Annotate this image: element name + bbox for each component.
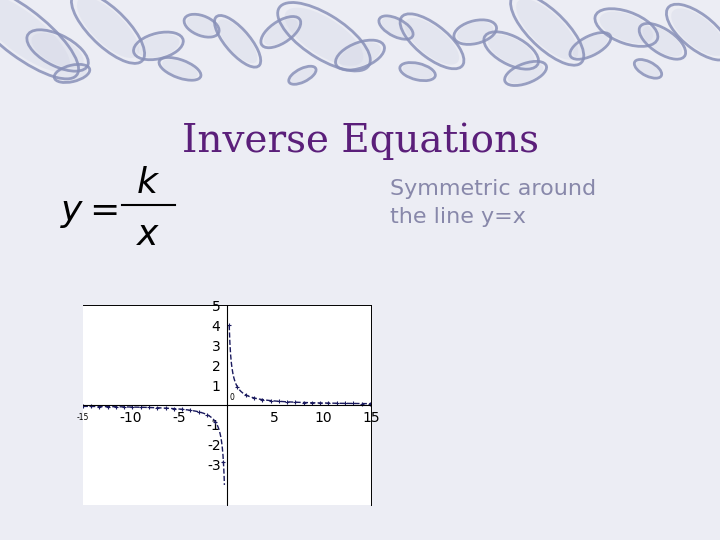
Ellipse shape: [77, 0, 139, 58]
Ellipse shape: [0, 0, 70, 72]
Ellipse shape: [516, 0, 578, 60]
Ellipse shape: [643, 26, 682, 57]
Ellipse shape: [339, 42, 381, 68]
Ellipse shape: [162, 59, 198, 78]
Ellipse shape: [573, 35, 608, 57]
Ellipse shape: [57, 66, 87, 81]
Text: $x$: $x$: [135, 218, 161, 252]
Ellipse shape: [218, 19, 257, 63]
Text: Inverse Equations: Inverse Equations: [181, 123, 539, 160]
Text: $y=$: $y=$: [60, 196, 118, 230]
Ellipse shape: [488, 35, 534, 66]
Ellipse shape: [382, 18, 410, 37]
Ellipse shape: [405, 18, 459, 65]
Ellipse shape: [671, 9, 720, 56]
Ellipse shape: [186, 16, 217, 36]
Ellipse shape: [291, 68, 314, 83]
Ellipse shape: [636, 61, 660, 77]
Ellipse shape: [402, 64, 433, 79]
Ellipse shape: [457, 22, 493, 43]
Ellipse shape: [600, 11, 653, 44]
Ellipse shape: [284, 8, 364, 66]
Text: -15: -15: [76, 413, 89, 422]
Text: Symmetric around
the line y=x: Symmetric around the line y=x: [390, 179, 596, 227]
Text: $k$: $k$: [136, 166, 160, 200]
Ellipse shape: [264, 19, 298, 45]
Ellipse shape: [138, 34, 179, 58]
Text: 0: 0: [230, 393, 235, 402]
Ellipse shape: [32, 33, 84, 68]
Ellipse shape: [508, 63, 544, 84]
